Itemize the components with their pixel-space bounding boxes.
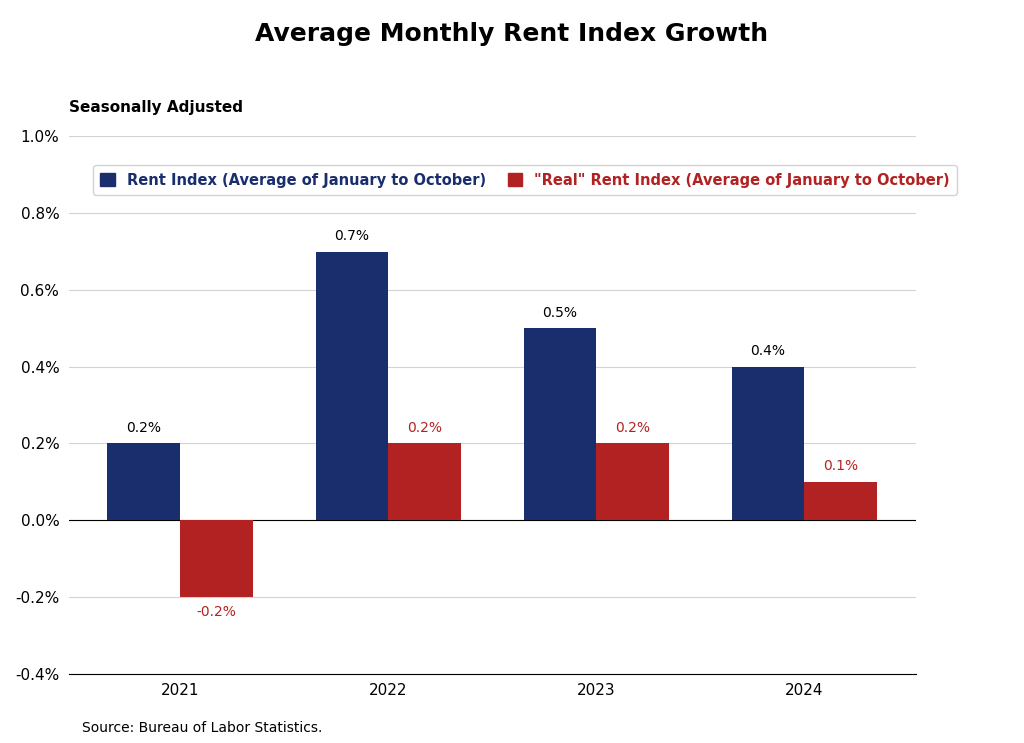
- Bar: [523, 328, 596, 520]
- Bar: [596, 444, 670, 520]
- Text: Source: Bureau of Labor Statistics.: Source: Bureau of Labor Statistics.: [82, 721, 323, 735]
- Text: Seasonally Adjusted: Seasonally Adjusted: [69, 100, 243, 115]
- Bar: [180, 520, 253, 597]
- Text: 0.2%: 0.2%: [615, 421, 650, 435]
- Bar: [388, 444, 461, 520]
- Text: 0.4%: 0.4%: [751, 344, 785, 358]
- Text: 0.5%: 0.5%: [543, 306, 578, 319]
- Legend: Rent Index (Average of January to October), "Real" Rent Index (Average of Januar: Rent Index (Average of January to Octobe…: [93, 165, 956, 195]
- Text: 0.2%: 0.2%: [408, 421, 442, 435]
- Text: 0.7%: 0.7%: [335, 229, 370, 243]
- Bar: [805, 481, 878, 520]
- Bar: [108, 444, 180, 520]
- Bar: [731, 366, 805, 520]
- Text: -0.2%: -0.2%: [197, 606, 237, 619]
- Text: Average Monthly Rent Index Growth: Average Monthly Rent Index Growth: [255, 22, 769, 46]
- Bar: [315, 252, 388, 520]
- Text: 0.2%: 0.2%: [126, 421, 162, 435]
- Text: 0.1%: 0.1%: [823, 459, 858, 473]
